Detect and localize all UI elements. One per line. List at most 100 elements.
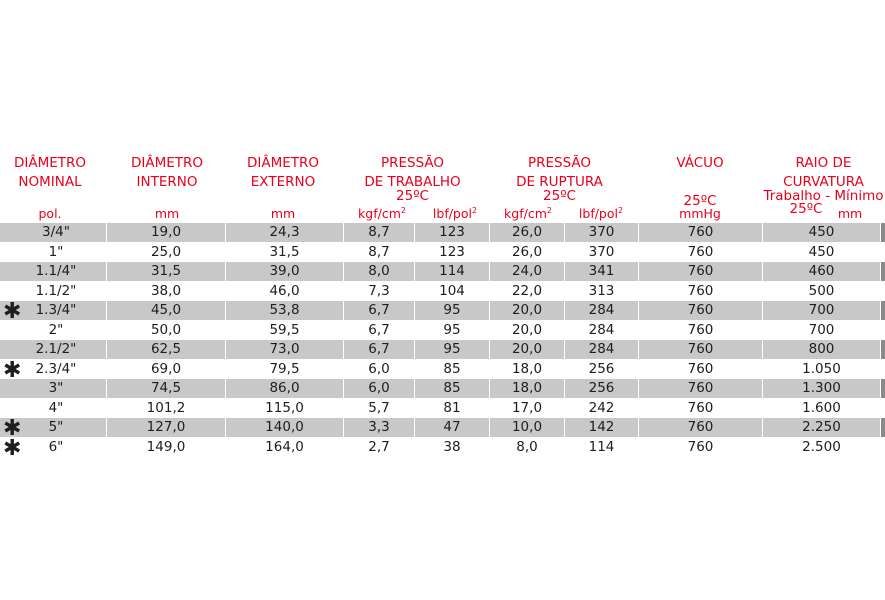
cell-lbf-r: 142: [588, 419, 615, 435]
header-line: RAIO DE: [795, 155, 852, 171]
cell-lbf-t: 38: [443, 438, 461, 455]
unit-mm-interno: mm: [154, 206, 180, 221]
cell-interno: 62,5: [150, 341, 182, 357]
row-edge: [881, 379, 885, 398]
cell-background: [639, 242, 763, 261]
cell-lbf-t: 95: [443, 302, 461, 318]
cell-kgf-r: 17,0: [511, 399, 543, 416]
cell-background: [639, 379, 763, 398]
cell-background: [639, 418, 763, 437]
cell-lbf-r: 256: [588, 380, 615, 396]
table-row: 5" 127,0 140,0 3,3 47 10,0 142 760 2.250 ✱: [0, 418, 885, 439]
cell-background: [415, 262, 490, 281]
cell-externo: 39,0: [269, 263, 300, 279]
cell-vacuo: 760: [687, 419, 714, 435]
header-raio-curvatura: RAIO DE CURVATURA Trabalho - Mínimo 25ºC: [762, 154, 885, 216]
header-line: 25ºC: [683, 193, 717, 209]
table-row: 4" 101,2 115,0 5,7 81 17,0 242 760 1.600: [0, 398, 885, 419]
cell-nominal: 4": [48, 399, 64, 416]
row-edge: [881, 243, 885, 262]
header-line: NOMINAL: [18, 174, 82, 190]
cell-lbf-r: 370: [588, 224, 615, 240]
cell-interno: 69,0: [150, 360, 182, 377]
cell-background: [565, 340, 639, 359]
unit-lbf-ruptura: lbf/pol2: [570, 204, 632, 221]
cell-background: [415, 320, 490, 339]
cell-vacuo: 760: [687, 321, 714, 338]
cell-nominal: 2.3/4": [35, 360, 77, 377]
cell-lbf-r: 284: [588, 302, 615, 318]
unit-sup: 2: [471, 206, 478, 215]
cell-background: [107, 379, 226, 398]
cell-background: [565, 418, 639, 437]
cell-background: [0, 262, 107, 281]
cell-lbf-r: 242: [588, 399, 615, 416]
unit-text: lbf/pol: [578, 206, 618, 221]
cell-kgf-r: 10,0: [511, 419, 543, 435]
cell-background: [0, 359, 107, 378]
cell-background: [107, 340, 226, 359]
row-edge: [881, 399, 885, 418]
cell-background: [639, 320, 763, 339]
cell-background: [490, 242, 565, 261]
unit-text: kgf/cm: [504, 206, 547, 221]
cell-background: [415, 418, 490, 437]
cell-lbf-t: 114: [439, 263, 465, 279]
row-edge: [881, 282, 885, 301]
cell-background: [565, 262, 639, 281]
cell-kgf-t: 6,0: [368, 380, 390, 396]
unit-text: kgf/cm: [358, 206, 401, 221]
header-line: PRESSÃO: [380, 155, 445, 171]
cell-background: [0, 301, 107, 320]
asterisk-icon: ✱: [3, 299, 22, 324]
cell-lbf-r: 370: [588, 243, 615, 260]
unit-mmhg: mmHg: [679, 206, 721, 221]
cell-externo: 86,0: [269, 380, 300, 396]
cell-background: [415, 379, 490, 398]
cell-background: [226, 437, 344, 456]
row-edge: [881, 360, 885, 379]
cell-vacuo: 760: [687, 282, 714, 299]
cell-background: [415, 301, 490, 320]
table-row: 1.3/4" 45,0 53,8 6,7 95 20,0 284 760 700 ✱: [0, 299, 885, 324]
cell-kgf-r: 26,0: [511, 224, 543, 240]
cell-raio: 500: [808, 282, 835, 299]
header-line: [645, 173, 755, 192]
cell-kgf-r: 20,0: [511, 302, 543, 318]
cell-background: [639, 359, 763, 378]
cell-interno: 25,0: [150, 243, 182, 260]
cell-background: [226, 359, 344, 378]
cell-kgf-t: 5,7: [368, 399, 390, 416]
cell-vacuo: 760: [687, 224, 714, 240]
cell-kgf-t: 6,7: [368, 341, 390, 357]
cell-background: [490, 398, 565, 417]
cell-background: [490, 340, 565, 359]
cell-background: [107, 223, 226, 242]
cell-background: [344, 418, 415, 437]
unit-lbf-trabalho: lbf/pol2: [424, 204, 486, 221]
cell-background: [415, 437, 490, 456]
cell-background: [107, 320, 226, 339]
cell-background: [763, 281, 881, 300]
cell-background: [490, 262, 565, 281]
cell-interno: 50,0: [150, 321, 182, 338]
cell-kgf-r: 18,0: [511, 360, 543, 377]
cell-nominal: 3/4": [42, 224, 70, 240]
cell-interno: 149,0: [146, 438, 186, 455]
cell-lbf-t: 47: [443, 419, 461, 435]
cell-background: [639, 262, 763, 281]
unit-kgf-ruptura: kgf/cm2: [498, 204, 558, 221]
header-line: PRESSÃO: [527, 155, 592, 171]
cell-background: [344, 379, 415, 398]
cell-lbf-t: 123: [439, 224, 465, 240]
cell-background: [226, 379, 344, 398]
cell-background: [107, 418, 226, 437]
cell-background: [0, 340, 107, 359]
cell-background: [763, 301, 881, 320]
unit-sup: 2: [546, 206, 552, 215]
cell-interno: 127,0: [146, 419, 186, 435]
cell-kgf-t: 2,7: [368, 438, 390, 455]
cell-interno: 38,0: [150, 282, 182, 299]
cell-background: [763, 223, 881, 242]
cell-vacuo: 760: [687, 341, 714, 357]
